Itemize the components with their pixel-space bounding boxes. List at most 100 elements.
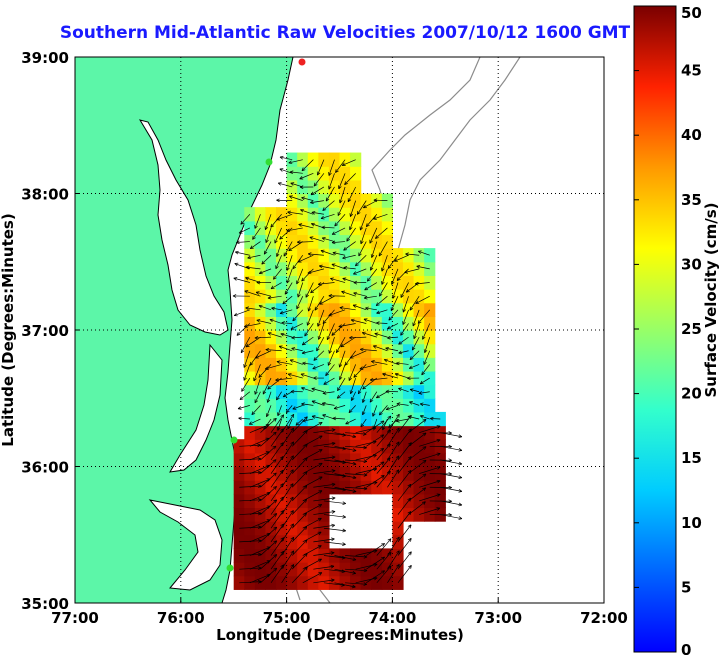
velocity-arrow-head	[241, 389, 245, 392]
velocity-arrow	[260, 459, 277, 474]
velocity-arrow	[313, 456, 336, 461]
velocity-arrow	[419, 425, 441, 434]
velocity-arrow	[376, 322, 388, 324]
velocity-arrow-head	[282, 393, 286, 397]
velocity-arrow-head	[387, 337, 391, 340]
velocity-arrow	[345, 486, 368, 490]
velocity-arrow-head	[458, 502, 463, 506]
velocity-arrow	[279, 227, 293, 240]
velocity-arrow-head	[342, 448, 346, 451]
velocity-arrow-head	[290, 536, 294, 540]
velocity-arrow-head	[277, 427, 281, 431]
velocity-arrow-head	[349, 335, 353, 339]
velocity-arrow-head	[274, 459, 277, 463]
velocity-arrow	[245, 266, 261, 270]
velocity-arrow-head	[280, 537, 284, 540]
velocity-arrow-head	[301, 403, 305, 406]
velocity-arrow	[236, 241, 250, 243]
velocity-arrow	[302, 449, 323, 461]
velocity-arrow	[366, 434, 384, 447]
velocity-cell	[350, 562, 362, 577]
velocity-arrow	[254, 336, 272, 339]
x-tick-label: 74:00	[369, 609, 417, 627]
velocity-arrow-head	[394, 373, 398, 377]
velocity-arrow-head	[265, 347, 270, 350]
velocity-arrow-head	[265, 227, 269, 230]
velocity-arrow	[236, 323, 251, 336]
velocity-arrow-head	[408, 365, 412, 369]
velocity-arrow-head	[330, 278, 334, 281]
velocity-arrow	[419, 377, 430, 385]
velocity-arrow	[367, 268, 378, 282]
x-tick-label: 76:00	[157, 609, 205, 627]
velocity-arrow-head	[387, 335, 391, 339]
velocity-arrow-head	[245, 306, 250, 309]
velocity-arrow	[281, 496, 294, 515]
velocity-arrow-head	[291, 348, 295, 351]
velocity-arrow	[355, 563, 378, 570]
velocity-arrow-head	[274, 472, 277, 477]
velocity-arrow-head	[238, 230, 242, 234]
velocity-arrow-head	[400, 333, 404, 336]
velocity-arrow-head	[424, 473, 427, 478]
velocity-arrow-head	[280, 550, 284, 554]
velocity-arrow-head	[396, 361, 400, 364]
velocity-arrow	[407, 415, 420, 420]
velocity-arrow	[291, 430, 308, 447]
velocity-arrow	[331, 323, 346, 336]
velocity-arrow-head	[320, 215, 324, 219]
velocity-arrow-head	[359, 368, 364, 370]
velocity-arrow	[353, 364, 367, 378]
velocity-arrow-head	[458, 475, 463, 479]
velocity-arrow	[337, 200, 346, 216]
velocity-arrow-head	[244, 290, 248, 294]
velocity-arrow-head	[344, 361, 347, 366]
velocity-arrow	[382, 373, 399, 379]
velocity-arrow-head	[297, 259, 301, 263]
velocity-arrow-head	[257, 538, 262, 541]
velocity-arrow-head	[332, 429, 336, 432]
velocity-arrow	[270, 510, 284, 529]
velocity-arrow-head	[331, 332, 334, 336]
velocity-arrow	[419, 453, 441, 461]
velocity-arrow-head	[319, 504, 323, 508]
velocity-arrow-head	[408, 428, 412, 431]
velocity-arrow	[311, 400, 325, 406]
velocity-arrow-head	[348, 378, 352, 381]
velocity-arrow	[320, 250, 335, 256]
colorbar-tick-label: 15	[681, 449, 702, 467]
velocity-arrow-head	[280, 523, 284, 526]
velocity-arrow-head	[458, 491, 463, 493]
velocity-arrow-head	[265, 239, 269, 243]
velocity-arrow	[363, 200, 377, 209]
velocity-arrow-head	[311, 415, 316, 417]
velocity-arrow-head	[258, 375, 263, 378]
velocity-arrow-head	[267, 332, 272, 334]
velocity-arrow-head	[258, 553, 262, 557]
velocity-arrow-head	[291, 337, 296, 340]
velocity-arrow-head	[273, 513, 277, 515]
velocity-arrow	[362, 377, 378, 390]
velocity-arrow-head	[322, 320, 325, 324]
velocity-arrow-head	[270, 223, 272, 228]
velocity-arrow	[313, 524, 335, 529]
velocity-arrow-head	[233, 277, 238, 279]
velocity-arrow	[420, 403, 430, 406]
x-axis-label: Longitude (Degrees:Minutes)	[216, 626, 464, 644]
velocity-arrow	[345, 459, 367, 462]
station-marker	[230, 436, 238, 444]
velocity-arrow-head	[279, 310, 283, 314]
velocity-arrow-head	[280, 428, 284, 431]
velocity-arrow	[302, 421, 323, 433]
velocity-arrow-head	[395, 455, 400, 458]
velocity-arrow-head	[344, 183, 348, 185]
velocity-arrow	[302, 572, 323, 584]
velocity-arrow	[297, 241, 314, 243]
velocity-arrow	[313, 538, 335, 543]
velocity-arrow-head	[360, 424, 365, 428]
velocity-arrow	[291, 526, 308, 543]
velocity-arrow	[336, 391, 346, 399]
velocity-arrow	[419, 480, 441, 488]
velocity-arrow-head	[419, 415, 423, 419]
velocity-arrow-head	[335, 170, 339, 173]
